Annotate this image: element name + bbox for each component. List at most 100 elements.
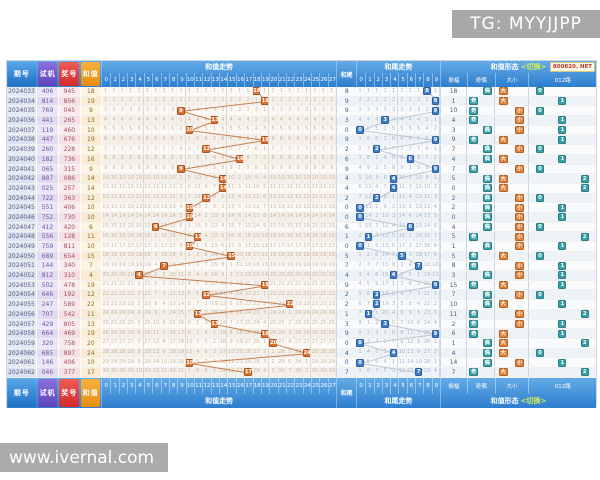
tail-trend-cell: 1 — [431, 290, 441, 300]
big-small-marker: 小 — [515, 261, 525, 270]
trend-cell: 13 — [152, 203, 161, 212]
tail-trend-cell: 6 — [389, 329, 399, 338]
trend-cell: 20 — [210, 309, 220, 319]
trend-cell: 1 — [260, 145, 270, 154]
tail-trend-cell: 9 — [406, 309, 415, 319]
tail-trend-cell: 3 — [356, 271, 365, 280]
tail-marker: 9 — [431, 329, 440, 338]
tail-trend-cell: 4 — [414, 300, 424, 309]
sum-cell: 10 — [80, 203, 102, 212]
trend-cell: 12 — [168, 193, 178, 203]
trend-cell: 5 — [227, 300, 236, 309]
tail-trend-cell: 1 — [373, 203, 382, 212]
road012-cell: 1 — [527, 329, 596, 338]
trend-cell: 27 — [110, 338, 119, 348]
trend-cell: 11 — [143, 183, 153, 193]
tail-trend-cell: 9 — [381, 203, 390, 212]
trend-cell: 6 — [126, 135, 136, 145]
trend-cell: 4 — [177, 145, 186, 154]
sum-marker: 13 — [210, 116, 219, 125]
trend-cell: 6 — [286, 358, 295, 367]
sum-cell: 9 — [80, 164, 102, 174]
trend-cell: 25 — [126, 319, 136, 329]
trend-cell: 4 — [193, 116, 203, 125]
issue-cell: 2024054 — [7, 290, 37, 300]
tail-value-cell: 5 — [336, 251, 357, 261]
odd-even-cell: 偶 — [466, 348, 494, 358]
trend-cell: 25 — [252, 329, 261, 338]
sum-trend-header: 和值走势 0 1 2 3 4 5 6 7 8 9 10 11 12 13 14 15 16 17 18 19 20 21 22… — [101, 61, 336, 87]
trend-cell: 6 — [235, 135, 245, 145]
amplitude-cell: 4 — [440, 154, 467, 164]
switch-link[interactable]: <切换> — [520, 396, 547, 405]
trend-cell: 16 — [168, 232, 178, 241]
trend-cell: 11 — [286, 183, 295, 193]
sum-marker: 10 — [185, 203, 194, 212]
trend-cell: 23 — [294, 300, 303, 309]
trend-cell: 3 — [269, 106, 278, 116]
trend-cell: 25 — [269, 319, 278, 329]
trend-cell: 9 — [101, 164, 111, 174]
tail-trend-title: 和尾走势 — [384, 396, 413, 405]
sum-marker: 11 — [193, 310, 202, 319]
road012-cell: 0 — [527, 193, 596, 203]
table-header-top: 期号 试机 奖号 和值 和值走势 0 1 2 3 4 5 6 7 8 9 10 11 12 13 14 15 16 17 18… — [7, 61, 596, 87]
trend-cell: 12 — [152, 193, 161, 203]
tail-value-cell: 3 — [336, 319, 357, 329]
trend-cell: 5 — [294, 125, 303, 135]
big-small-marker: 小 — [515, 358, 525, 367]
big-small-marker: 小 — [515, 232, 525, 241]
odd-even-marker: 奇 — [469, 281, 479, 290]
trend-cell: 8 — [260, 212, 270, 222]
tail-trend-cell: 10 — [423, 183, 432, 193]
test-cell: 722 — [36, 193, 59, 203]
road012-header: 012路 — [528, 73, 596, 87]
trend-cell: 21 — [277, 280, 287, 290]
trend-cell: 22 — [101, 290, 111, 300]
amplitude-cell: 10 — [440, 106, 467, 116]
prize-cell: 045 — [58, 106, 81, 116]
trend-cell: 20 — [143, 271, 153, 280]
odd-even-header: 奇偶 — [466, 73, 495, 87]
tail-trend-cell: 17 — [381, 280, 390, 290]
table-row: 2024040 182 736 16 8 8 8 8 8 8 8 8 8 5 3 8 1 4 8 8 16 8 7 2 8 8 8 8… — [7, 154, 596, 165]
tail-trend-cell: 2 — [414, 96, 424, 106]
tail-marker: 4 — [389, 348, 398, 357]
prize-cell: 265 — [58, 116, 81, 125]
tail-trend-cell: 2 — [373, 290, 382, 300]
switch-link[interactable]: <切换> — [520, 63, 547, 72]
trend-cell: 20 — [311, 271, 320, 280]
trend-cell: 11 — [252, 193, 261, 203]
trend-cell: 10 — [185, 358, 194, 367]
big-small-cell: 小 — [494, 106, 528, 116]
trend-cell: 9 — [126, 164, 136, 174]
tail-trend-cell: 7 — [398, 145, 407, 154]
tail-trend-cell: 2 — [389, 203, 399, 212]
trend-cell: 1 — [152, 232, 161, 241]
tail-trend-cell: 1 — [414, 87, 424, 96]
trend-cell: 1 — [244, 87, 253, 96]
column-number: 10 — [185, 73, 194, 87]
trend-cell: 19 — [210, 300, 220, 309]
column-number: 13 — [210, 73, 219, 87]
tail-trend-cell: 1 — [423, 96, 432, 106]
trend-cell: 8 — [135, 348, 144, 358]
trend-cell: 5 — [126, 125, 136, 135]
trend-cell: 29 — [143, 358, 153, 367]
trend-cell: 30 — [294, 367, 303, 377]
trend-cell: 3 — [101, 106, 111, 116]
tail-trend-cell: 5 — [389, 232, 399, 241]
test-cell: 752 — [36, 212, 59, 222]
trend-cell: 7 — [227, 319, 236, 329]
trend-cell: 2 — [118, 96, 127, 106]
road012-cell: 1 — [527, 212, 596, 222]
trend-cell: 11 — [110, 183, 119, 193]
sum-cell: 18 — [80, 87, 102, 96]
column-number: 2 — [373, 377, 382, 394]
trend-cell: 10 — [227, 348, 236, 358]
trend-cell: 11 — [152, 329, 161, 338]
test-cell: 551 — [36, 203, 59, 212]
prize-cell: 363 — [58, 193, 81, 203]
tail-trend-cell: 1 — [356, 348, 365, 358]
tail-value-cell: 2 — [336, 193, 357, 203]
